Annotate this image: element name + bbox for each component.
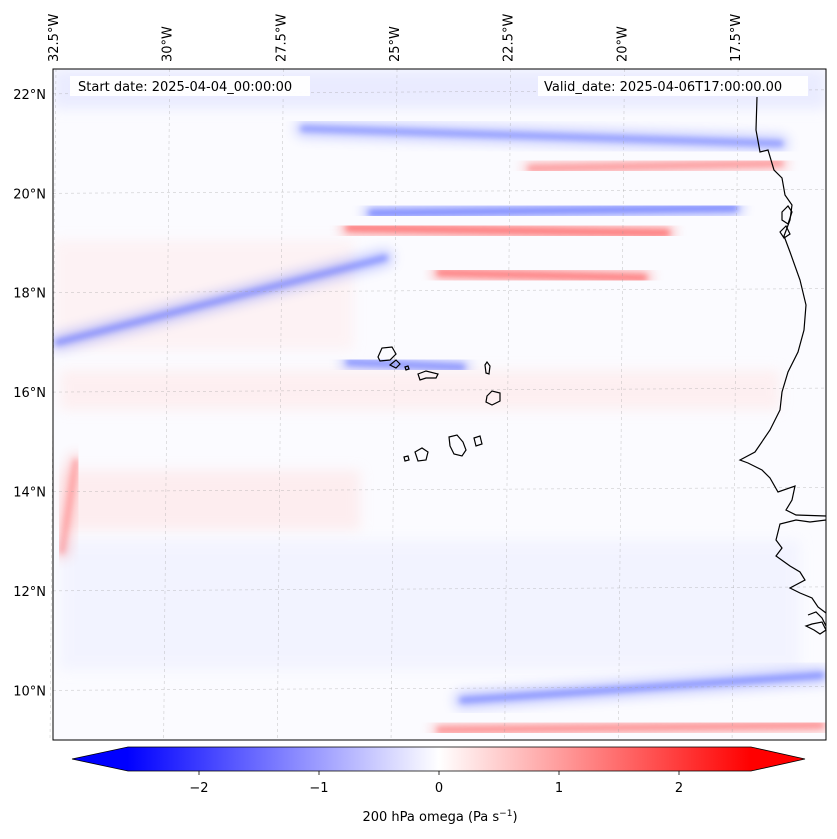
island-santiago [448, 434, 467, 457]
longitude-tick-label: 30°W [161, 26, 176, 62]
longitude-tick-labels: 32.5°W 30°W 27.5°W 25°W 22.5°W 20°W 17.5°W [47, 14, 744, 62]
longitude-tick-label: 22.5°W [502, 14, 517, 62]
start-date-box [70, 76, 310, 96]
meridian-line [618, 68, 625, 741]
omega-band-core [59, 458, 79, 555]
omega-band-core [368, 205, 739, 217]
latitude-tick-label: 10°N [13, 684, 46, 699]
omega-band-core [54, 254, 388, 346]
meridian-line [277, 68, 284, 741]
omega-band-core [527, 160, 784, 172]
island-brava [403, 455, 410, 462]
africa-coastline [738, 96, 827, 517]
island-boa-vista [485, 390, 501, 406]
canary-island-coast [779, 205, 793, 239]
colorbar-tick-label: 0 [435, 781, 443, 796]
longitude-tick-label: 20°W [615, 26, 630, 62]
omega-band-core [345, 359, 466, 371]
meridian-line [504, 68, 511, 741]
latitude-tick-label: 18°N [13, 287, 46, 302]
field-southwest-descent [60, 470, 360, 530]
island-santa-luzia [404, 365, 410, 371]
parallel-line [52, 288, 827, 293]
meridian-line [49, 68, 57, 741]
colorbar-min-extension [72, 747, 128, 771]
parallel-line [52, 387, 827, 393]
latitude-tick-label: 14°N [13, 485, 46, 500]
island-santo-antao [377, 346, 397, 362]
meridian-line [163, 68, 170, 741]
longitude-tick-label: 25°W [388, 26, 403, 62]
latitude-tick-label: 16°N [13, 386, 46, 401]
colorbar-tick-label: −2 [189, 781, 208, 796]
colorbar-tick-label: −1 [309, 781, 328, 796]
parallel-line [52, 586, 827, 592]
meridian-line [731, 68, 739, 741]
latitude-tick-label: 22°N [13, 88, 46, 103]
longitude-tick-label: 17.5°W [729, 14, 744, 62]
longitude-tick-label: 27.5°W [274, 14, 289, 62]
island-sao-vicente [388, 359, 401, 369]
map-frame [52, 68, 827, 741]
longitude-tick-label: 32.5°W [47, 14, 62, 62]
parallel-line [52, 189, 827, 194]
map-panel: Start date: 2025-04-04_00:00:00 Valid_da… [49, 68, 827, 741]
valid-date-box [538, 76, 808, 96]
latitude-tick-label: 20°N [13, 187, 46, 202]
africa-coast-south [775, 519, 827, 614]
omega-band-core [300, 125, 784, 147]
colorbar-gradient [127, 747, 751, 771]
valid-date-label: Valid_date: 2025-04-06T17:00:00.00 [544, 80, 782, 95]
colorbar-tick-label: 1 [555, 781, 563, 796]
coastline [377, 96, 827, 635]
omega-band-core [459, 672, 825, 704]
island-maio [473, 435, 483, 447]
parallel-line [52, 487, 827, 492]
colorbar-tick-label: 2 [675, 781, 683, 796]
field-southern-weak-ascent [60, 540, 800, 670]
latitude-tick-labels: 22°N 20°N 18°N 16°N 14°N 12°N 10°N [13, 88, 46, 699]
island-sal [484, 360, 491, 375]
latitude-tick-label: 12°N [13, 585, 46, 600]
island-fogo [414, 447, 429, 462]
island-sao-nicolau [417, 370, 439, 381]
colorbar-outline [71, 746, 806, 772]
colorbar-max-extension [750, 747, 805, 771]
colorbar-title: 200 hPa omega (Pa s−1) [362, 809, 517, 825]
omega-band-core [345, 225, 670, 237]
parallel-line [52, 686, 827, 691]
omega-band-core [436, 269, 648, 281]
meridian-line [390, 68, 398, 741]
omega-band-core [436, 722, 825, 734]
colorbar-ticks: −2 −1 0 1 2 [189, 771, 683, 796]
omega-feature-bands [53, 120, 826, 739]
colorbar: −2 −1 0 1 2 200 hPa omega (Pa s−1) [71, 746, 806, 825]
start-date-label: Start date: 2025-04-04_00:00:00 [78, 80, 292, 95]
